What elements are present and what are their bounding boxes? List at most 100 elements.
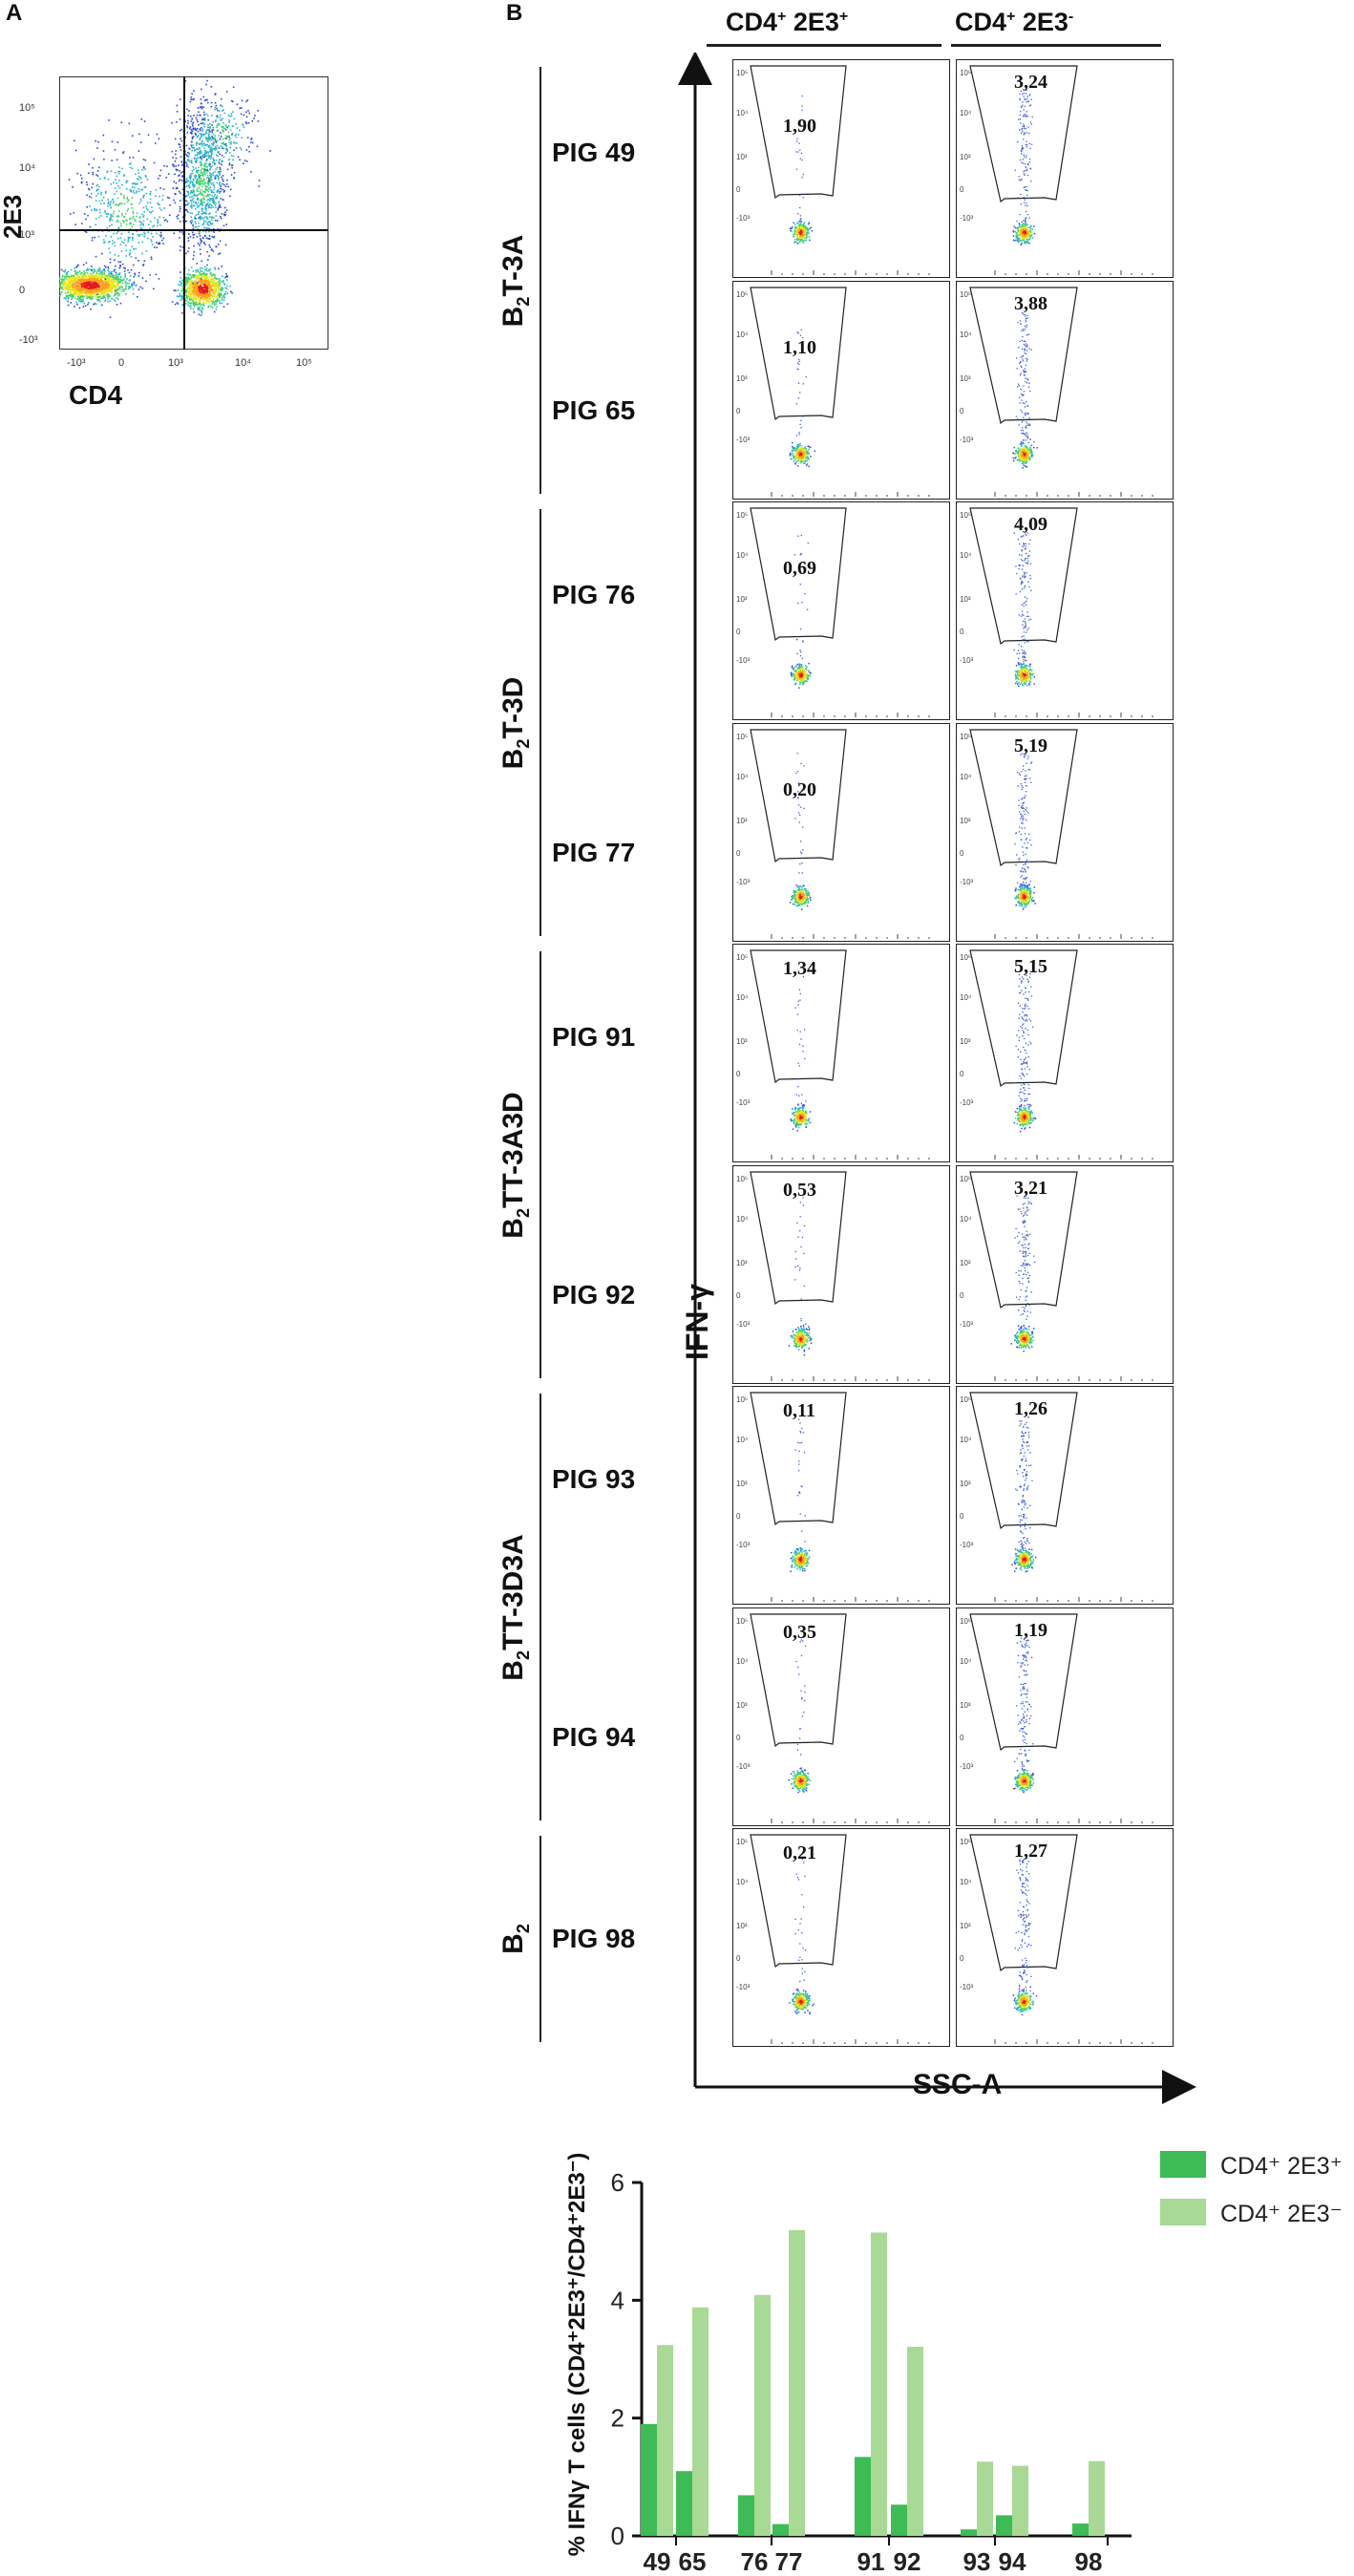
bar (738, 2495, 754, 2536)
flow-plot-cd4-2e3-neg: 10⁵ 10⁴ 10³ 0 -10³ 4,09 (956, 501, 1174, 720)
flow-plot-cd4-2e3-neg: 10⁵ 10⁴ 10³ 0 -10³ 3,24 (956, 59, 1174, 278)
bar-x-tick: 91 (857, 2547, 885, 2576)
panel-a-x-tick: 10⁴ (235, 357, 251, 369)
pig-label: PIG 65 (552, 394, 636, 425)
col-header-neg-underline (951, 44, 1161, 47)
flow-y-tick: 10³ (736, 1701, 748, 1710)
bar (1072, 2523, 1089, 2536)
gate-percent-pos: 0,11 (783, 1400, 815, 1421)
bar (996, 2515, 1012, 2536)
legend-label: CD4⁺ 2E3⁺ (1220, 2153, 1343, 2180)
flow-y-tick: 10⁵ (736, 1617, 748, 1626)
flow-y-tick: 10⁵ (960, 1838, 971, 1846)
flow-scatter: 10⁵ 10⁴ 10³ 0 -10³ (736, 1834, 930, 2044)
flow-y-tick: 10⁴ (960, 773, 972, 781)
flow-y-tick: -10³ (736, 1320, 751, 1329)
flow-y-tick: 0 (736, 1734, 741, 1742)
flow-y-tick: -10³ (960, 1098, 974, 1107)
flow-y-tick: 10⁵ (960, 69, 971, 77)
flow-y-tick: 0 (736, 185, 741, 194)
flow-y-tick: -10³ (736, 1541, 751, 1549)
flow-y-tick: 0 (736, 1512, 741, 1521)
gate-percent-neg: 3,24 (1014, 72, 1047, 93)
flow-plot-cd4-2e3-pos: 10⁵ 10⁴ 10³ 0 -10³ 1,90 (732, 59, 950, 278)
bar (977, 2461, 993, 2536)
flow-y-tick: 10⁵ (736, 1838, 748, 1846)
flow-scatter: 10⁵ 10⁴ 10³ 0 -10³ (960, 1392, 1153, 1602)
bar-x-tick: 98 (1075, 2547, 1103, 2576)
flow-y-tick: 0 (960, 1070, 964, 1078)
gate-percent-neg: 4,09 (1014, 514, 1047, 535)
gate-percent-pos: 0,21 (783, 1842, 816, 1863)
flow-y-tick: 10⁵ (736, 953, 748, 962)
flow-y-tick: 10³ (960, 595, 971, 604)
flow-y-tick: 0 (960, 1954, 964, 1963)
flow-y-tick: 0 (960, 1291, 964, 1300)
panel-b-axes (678, 53, 1196, 2104)
flow-y-tick: 10⁵ (736, 1395, 748, 1404)
flow-y-tick: 10³ (960, 1259, 971, 1267)
flow-plot-cd4-2e3-neg: 10⁵ 10⁴ 10³ 0 -10³ 1,26 (956, 1386, 1174, 1605)
flow-y-tick: 0 (736, 1291, 741, 1300)
panel-a-x-tick: 0 (118, 357, 125, 369)
gate-percent-pos: 0,35 (783, 1621, 816, 1643)
flow-y-tick: 10³ (960, 374, 971, 383)
bar-y-tick: 4 (611, 2286, 624, 2314)
flow-y-tick: -10³ (960, 878, 974, 886)
pig-label: PIG 49 (552, 138, 636, 167)
flow-scatter: 10⁵ 10⁴ 10³ 0 -10³ (736, 507, 930, 717)
ssc-axis-label: SSC-A (913, 2069, 1003, 2100)
flow-scatter: 10⁵ 10⁴ 10³ 0 -10³ (960, 1834, 1153, 2044)
flow-y-tick: 10³ (960, 1701, 971, 1710)
gate-percent-neg: 1,27 (1014, 1841, 1047, 1862)
flow-y-tick: 10³ (960, 153, 971, 161)
flow-y-tick: -10³ (960, 1541, 974, 1549)
flow-y-tick: 10³ (736, 374, 748, 383)
pig-label: PIG 93 (552, 1464, 636, 1494)
flow-plot-cd4-2e3-neg: 10⁵ 10⁴ 10³ 0 -10³ 5,19 (956, 722, 1174, 942)
panel-a-y-tick: 0 (19, 285, 26, 296)
flow-y-tick: -10³ (736, 656, 751, 665)
bar-x-tick: 92 (894, 2547, 921, 2576)
flow-y-tick: 0 (736, 628, 741, 636)
flow-y-tick: 10⁵ (736, 290, 748, 299)
bar-x-tick: 93 (963, 2547, 991, 2576)
group-bracket (539, 1836, 541, 2042)
flow-y-tick: 0 (960, 1734, 964, 1742)
group-label: B2 (497, 1923, 533, 1954)
flow-scatter: 10⁵ 10⁴ 10³ 0 -10³ (960, 1170, 1153, 1381)
flow-plot-cd4-2e3-neg: 10⁵ 10⁴ 10³ 0 -10³ 1,27 (956, 1828, 1174, 2047)
gate-percent-neg: 3,88 (1014, 292, 1047, 314)
flow-scatter: 10⁵ 10⁴ 10³ 0 -10³ (960, 949, 1153, 1160)
flow-y-tick: 10³ (736, 1480, 748, 1488)
flow-y-tick: -10³ (960, 1983, 974, 1991)
flow-y-tick: 0 (960, 849, 964, 858)
panel-a-y-tick: 10⁴ (19, 162, 35, 174)
flow-y-tick: 10⁵ (736, 69, 748, 77)
flow-y-tick: 0 (736, 849, 741, 858)
flow-y-tick: -10³ (736, 1098, 751, 1107)
pig-label: PIG 91 (552, 1022, 636, 1052)
flow-y-tick: 10⁴ (960, 1436, 972, 1444)
bar-y-tick: 2 (611, 2404, 624, 2433)
flow-y-tick: 10³ (736, 1922, 748, 1930)
panel-a-plot (38, 76, 328, 350)
flow-scatter: 10⁵ 10⁴ 10³ 0 -10³ (960, 1612, 1153, 1823)
gate-percent-pos: 0,53 (783, 1179, 816, 1201)
flow-plot-cd4-2e3-pos: 10⁵ 10⁴ 10³ 0 -10³ 0,11 (732, 1386, 950, 1605)
panel-a-x-tick: 10⁵ (296, 357, 312, 369)
flow-y-tick: 10³ (736, 595, 748, 604)
bar-x-tick: 49 (644, 2547, 671, 2576)
gate-percent-pos: 1,90 (783, 116, 816, 137)
flow-y-tick: -10³ (960, 1762, 974, 1771)
flow-y-tick: 0 (960, 185, 964, 194)
bar (871, 2232, 887, 2536)
panel-b-letter: B (506, 0, 523, 26)
panel-a-y-tick: -10³ (19, 334, 38, 346)
flow-scatter: 10⁵ 10⁴ 10³ 0 -10³ (736, 1170, 930, 1381)
flow-y-tick: 10⁴ (960, 1878, 972, 1886)
legend-swatch (1160, 2151, 1206, 2178)
bar-x-tick: 65 (679, 2547, 707, 2576)
gate-percent-neg: 1,19 (1014, 1619, 1047, 1641)
bar-x-tick: 76 (741, 2547, 769, 2576)
